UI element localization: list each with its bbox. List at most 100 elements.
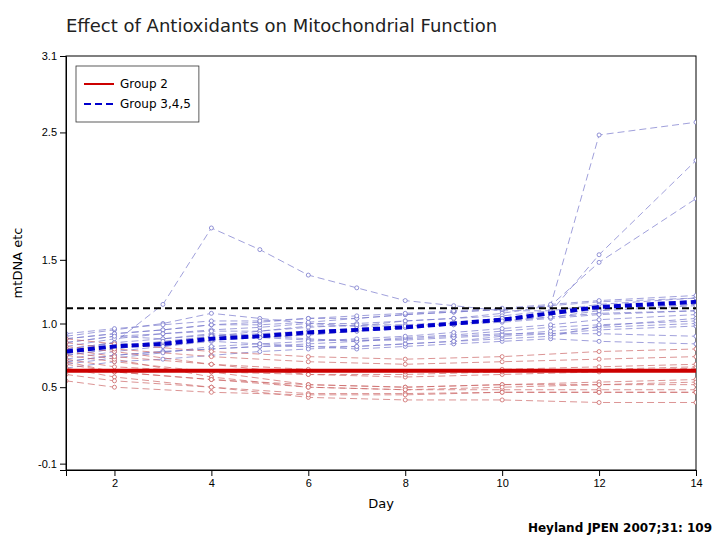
- annotation: Heyland JPEN 2007;31: 109: [528, 521, 712, 535]
- point: [597, 332, 601, 336]
- subject-line: [66, 122, 696, 339]
- point: [597, 260, 601, 264]
- tick-label: 1.5: [42, 254, 57, 266]
- subject-line: [66, 368, 696, 402]
- tick-label: 4: [209, 477, 215, 489]
- subject-line: [66, 160, 696, 355]
- point: [306, 316, 310, 320]
- point: [694, 347, 696, 351]
- mean-line: [66, 369, 696, 373]
- point: [161, 328, 165, 332]
- point: [597, 350, 601, 354]
- tick-label: 10: [497, 477, 509, 489]
- legend-label: Group 2: [120, 77, 168, 91]
- point: [694, 400, 696, 404]
- point: [306, 347, 310, 351]
- point: [306, 385, 310, 389]
- point: [209, 362, 213, 366]
- tick: 8: [403, 470, 409, 489]
- point: [694, 309, 696, 313]
- tick-label: 14: [690, 477, 702, 489]
- tick: -0.1: [38, 458, 66, 470]
- plot-frame: [66, 56, 696, 470]
- point: [549, 323, 553, 327]
- tick-mark: [405, 470, 406, 476]
- point: [306, 393, 310, 397]
- tick: 6: [306, 470, 312, 489]
- subject-line: [66, 364, 696, 389]
- point: [355, 286, 359, 290]
- point: [452, 316, 456, 320]
- point: [209, 385, 213, 389]
- point: [403, 398, 407, 402]
- tick: 14: [690, 470, 702, 489]
- reference-line: [66, 307, 696, 309]
- tick: 4: [209, 470, 215, 489]
- point: [209, 311, 213, 315]
- point: [597, 365, 601, 369]
- point: [597, 357, 601, 361]
- point: [694, 342, 696, 346]
- subject-line: [66, 304, 696, 342]
- point: [161, 344, 165, 348]
- point: [209, 323, 213, 327]
- point: [306, 360, 310, 364]
- subject-line: [66, 346, 696, 377]
- point: [694, 380, 696, 384]
- point: [452, 309, 456, 313]
- point: [452, 316, 456, 320]
- tick-mark: [60, 464, 66, 465]
- point: [355, 323, 359, 327]
- point: [306, 339, 310, 343]
- point: [161, 351, 165, 355]
- tick-mark: [60, 56, 66, 57]
- point: [549, 315, 553, 319]
- point: [161, 332, 165, 336]
- subject-line: [66, 311, 696, 336]
- point: [161, 302, 165, 306]
- tick-mark: [502, 470, 503, 476]
- tick-mark: [599, 470, 600, 476]
- point: [209, 378, 213, 382]
- point: [306, 320, 310, 324]
- point: [597, 299, 601, 303]
- point: [549, 315, 553, 319]
- x-axis: 2 4 6 8 10 12 14: [67, 470, 703, 489]
- point: [209, 344, 213, 348]
- point: [112, 385, 116, 389]
- legend: Group 2Group 3,4,5: [76, 66, 199, 122]
- tick: 1.0: [42, 318, 66, 330]
- legend-box: [76, 66, 199, 122]
- point: [694, 334, 696, 338]
- point: [403, 311, 407, 315]
- tick: 2.5: [42, 126, 66, 138]
- point: [597, 383, 601, 387]
- subject-line: [66, 321, 696, 362]
- tick-label: 2.5: [42, 126, 57, 138]
- point: [403, 334, 407, 338]
- subject-line: [66, 326, 696, 368]
- point: [306, 273, 310, 277]
- point: [209, 355, 213, 359]
- point: [452, 339, 456, 343]
- point: [258, 248, 262, 252]
- subject-line: [66, 315, 696, 365]
- tick-label: 1.0: [42, 318, 57, 330]
- point: [597, 339, 601, 343]
- tick-mark: [211, 470, 212, 476]
- tick: 10: [497, 470, 509, 489]
- point: [597, 313, 601, 317]
- point: [694, 313, 696, 317]
- tick: 12: [593, 470, 605, 489]
- tick-label: 2: [112, 477, 118, 489]
- subject-line: [66, 359, 696, 374]
- title: Effect of Antioxidants on Mitochondrial …: [66, 15, 497, 36]
- point: [403, 299, 407, 303]
- point: [694, 390, 696, 394]
- point: [452, 304, 456, 308]
- subject-line: [66, 374, 696, 393]
- point: [500, 398, 504, 402]
- point: [694, 309, 696, 313]
- tick-label: 0.5: [42, 381, 57, 393]
- point: [694, 158, 696, 162]
